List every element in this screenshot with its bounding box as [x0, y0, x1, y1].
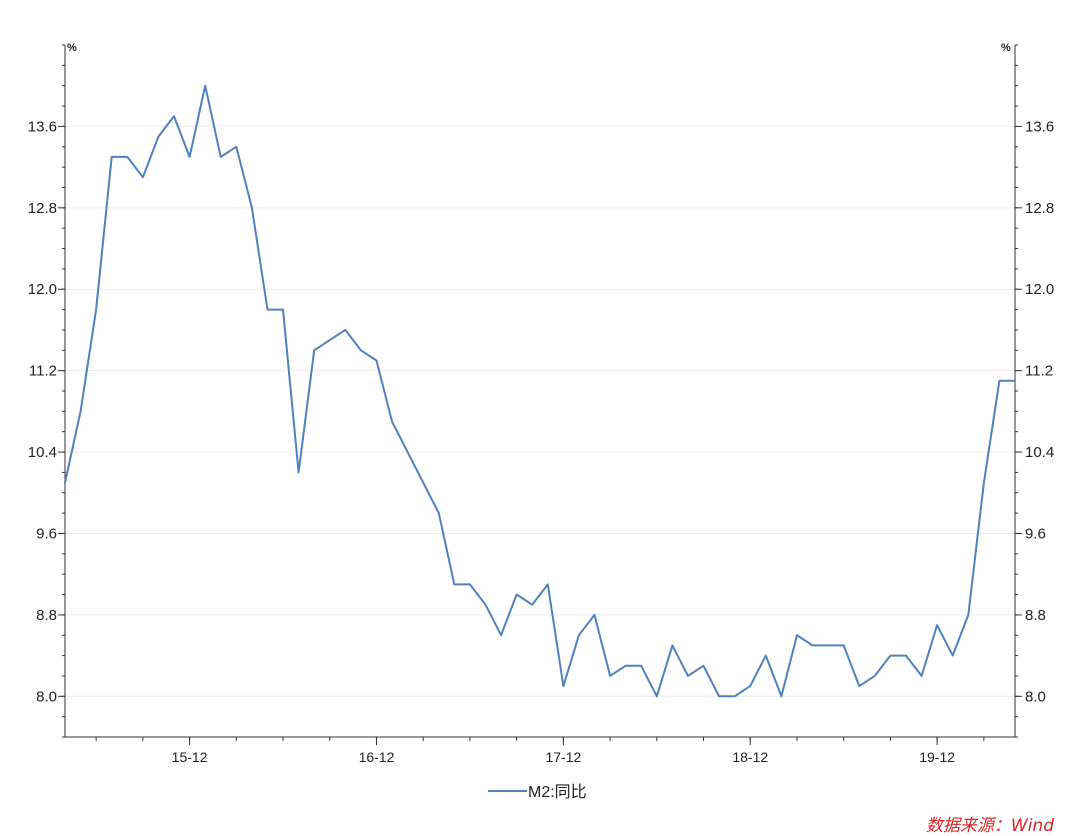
y-tick-label-left: 8.0 — [36, 688, 57, 705]
y-tick-label-left: 8.8 — [36, 607, 57, 624]
legend-label: M2:同比 — [528, 783, 587, 801]
y-tick-label-left: 11.2 — [29, 363, 57, 380]
y-tick-label-left: 12.0 — [28, 281, 57, 298]
y-tick-label-left: 9.6 — [36, 525, 57, 542]
x-tick-label: 16-12 — [359, 749, 395, 765]
y-unit-right: % — [1001, 42, 1011, 54]
y-tick-label-right: 8.0 — [1025, 688, 1046, 705]
y-tick-label-left: 10.4 — [28, 444, 57, 461]
x-tick-label: 19-12 — [919, 749, 955, 765]
y-tick-label-right: 8.8 — [1025, 607, 1046, 624]
source-note: 数据来源：Wind — [925, 816, 1054, 836]
series-line-m2 — [64, 84, 1015, 698]
x-tick-label: 18-12 — [732, 749, 768, 765]
y-unit-left: % — [67, 42, 77, 54]
legend: M2:同比 — [488, 783, 587, 801]
y-tick-label-right: 10.4 — [1025, 444, 1054, 461]
y-tick-label-right: 12.8 — [1025, 200, 1054, 217]
x-tick-label: 15-12 — [172, 749, 208, 765]
y-tick-label-left: 12.8 — [28, 200, 57, 217]
y-tick-label-right: 9.6 — [1025, 525, 1046, 542]
y-tick-label-right: 12.0 — [1025, 281, 1054, 298]
x-tick-label: 17-12 — [545, 749, 581, 765]
y-tick-label-left: 13.6 — [28, 118, 57, 135]
gridlines — [65, 125, 1015, 697]
axis-ticks: 8.0 8.0 8.8 8.8 9.6 9.6 10.4 10.4 11.2 11.2 12.0 12… — [28, 44, 1054, 765]
y-tick-label-right: 11.2 — [1025, 363, 1053, 380]
y-tick-label-right: 13.6 — [1025, 118, 1054, 135]
